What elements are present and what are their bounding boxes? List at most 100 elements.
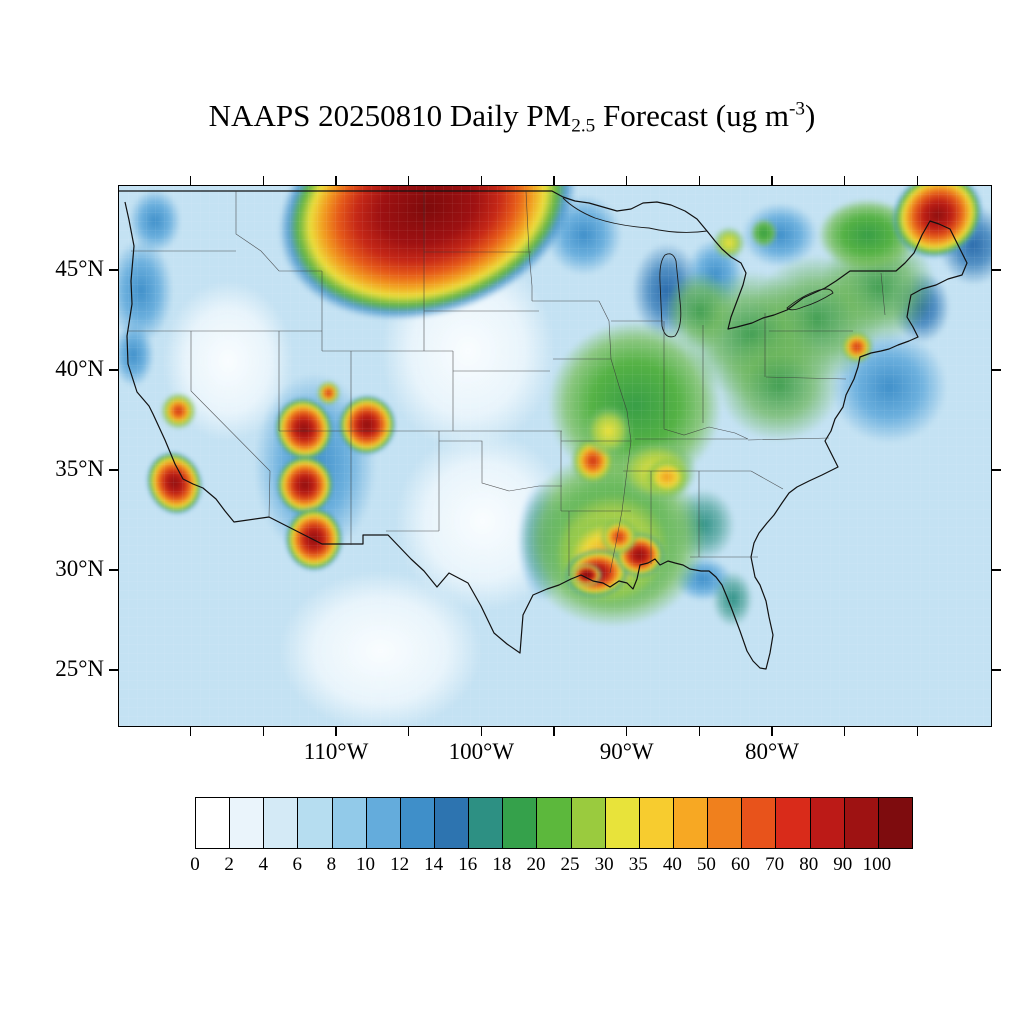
colorbar-cell-10 xyxy=(537,798,572,848)
heat-blob-norcal-coast-blue xyxy=(119,323,154,387)
lon-tick-top xyxy=(771,176,773,185)
title-subscript: 2.5 xyxy=(571,115,596,137)
colorbar-cell-7 xyxy=(434,798,470,848)
heat-blob-utah-small-spot xyxy=(316,381,340,405)
x-axis-label-80: 80°W xyxy=(745,739,799,764)
lon-tick-top xyxy=(843,176,846,185)
x-axis-label-110: 110°W xyxy=(303,739,369,764)
colorbar-label-80: 80 xyxy=(799,854,819,875)
colorbar-cell-11 xyxy=(571,798,606,848)
lat-tick-left xyxy=(109,369,118,371)
map-outline xyxy=(119,190,968,670)
y-axis-label-25: 25°N xyxy=(55,656,104,681)
lon-tick-bottom xyxy=(553,727,555,736)
heat-blob-n-ontario-spot xyxy=(751,219,778,247)
x-axis-label-90: 90°W xyxy=(599,739,654,764)
lat-tick-right xyxy=(992,369,1001,371)
lat-tick-left xyxy=(109,269,118,271)
y-axis-label-35: 35°N xyxy=(55,456,104,481)
colorbar-label-14: 14 xyxy=(424,854,444,875)
pixel-grid-overlay xyxy=(119,186,991,726)
page-title: NAAPS 20250810 Daily PM2.5 Forecast (ug … xyxy=(0,98,1024,137)
colorbar-cell-1 xyxy=(230,798,265,848)
lat-tick-left xyxy=(109,469,118,471)
heat-blob-michigan-green xyxy=(665,271,736,351)
title-mid: Forecast (ug m xyxy=(595,98,789,133)
lon-tick-bottom xyxy=(843,727,846,736)
lon-tick-bottom xyxy=(189,727,192,736)
y-axis-label-45: 45°N xyxy=(55,256,104,281)
colorbar-label-70: 70 xyxy=(765,854,785,875)
lon-tick-top xyxy=(553,176,555,185)
colorbar-cell-17 xyxy=(776,798,811,848)
heat-blob-appalachia-green xyxy=(717,329,840,441)
colorbar-label-30: 30 xyxy=(594,854,614,875)
lon-tick-top xyxy=(262,176,265,185)
colorbar-labels: 0 2 4 6 8 10 12 14 16 18 20 25 30 35 40 50 60 70 80 90 100 xyxy=(190,854,911,880)
colorbar-label-35: 35 xyxy=(628,854,648,875)
lon-tick-top xyxy=(407,176,410,185)
lon-tick-top xyxy=(916,176,919,185)
colorbar-label-90: 90 xyxy=(833,854,853,875)
heat-blob-ms-delta-orange xyxy=(600,519,638,555)
heat-blob-tennessee-orange xyxy=(643,457,691,497)
colorbar-label-8: 8 xyxy=(326,854,337,875)
lon-tick-bottom xyxy=(916,727,919,736)
heat-blob-s-ontario-spot xyxy=(713,227,746,259)
lon-tick-top xyxy=(189,176,192,185)
colorbar-cell-3 xyxy=(298,798,333,848)
colorbar-cell-20 xyxy=(878,798,912,848)
colorbar-label-20: 20 xyxy=(526,854,546,875)
lon-tick-top xyxy=(335,176,337,185)
colorbar-label-40: 40 xyxy=(662,854,682,875)
colorbar-cell-6 xyxy=(400,798,435,848)
colorbar-cell-4 xyxy=(332,798,367,848)
heat-blob-nyc-spot xyxy=(841,331,874,363)
lat-tick-left xyxy=(109,669,118,671)
colorbar-cell-16 xyxy=(742,798,777,848)
heat-blob-arizona-hotspot xyxy=(275,455,335,515)
colorbar-cell-5 xyxy=(366,798,401,848)
colorbar-label-50: 50 xyxy=(696,854,716,875)
colorbar-label-100: 100 xyxy=(862,854,892,875)
y-axis-label-30: 30°N xyxy=(55,556,104,581)
lon-tick-top xyxy=(480,176,483,185)
colorbar-label-0: 0 xyxy=(190,854,200,875)
colorbar-label-25: 25 xyxy=(560,854,580,875)
heat-blob-se-arizona-hotspot xyxy=(284,507,343,571)
map-plot xyxy=(118,185,992,727)
colorbar-label-60: 60 xyxy=(731,854,751,875)
lon-tick-bottom xyxy=(625,727,628,736)
lat-tick-right xyxy=(992,469,1001,471)
colorbar-cell-12 xyxy=(605,798,640,848)
colorbar-label-4: 4 xyxy=(258,854,268,875)
title-end: ) xyxy=(804,98,816,133)
colorbar-cell-8 xyxy=(469,798,504,848)
state-borders-path xyxy=(128,190,886,576)
lat-tick-right xyxy=(992,669,1001,671)
colorbar-label-18: 18 xyxy=(492,854,512,875)
lat-tick-right xyxy=(992,569,1001,571)
heat-blob-mexico-low xyxy=(278,571,483,726)
lon-tick-top xyxy=(625,176,628,185)
colorbar-cell-13 xyxy=(639,798,674,848)
lat-tick-left xyxy=(109,569,118,571)
colorbar-cell-2 xyxy=(264,798,299,848)
colorbar-cell-0 xyxy=(196,798,231,848)
lon-tick-bottom xyxy=(698,727,701,736)
lon-tick-bottom xyxy=(407,727,410,736)
x-axis-label-100: 100°W xyxy=(448,739,515,764)
colorbar-cell-9 xyxy=(503,798,538,848)
colorbar-label-10: 10 xyxy=(355,854,375,875)
title-superscript: -3 xyxy=(788,98,805,120)
heat-blob-sierra-spot xyxy=(161,393,197,429)
colorbar-label-2: 2 xyxy=(224,854,234,875)
great-lakes-path xyxy=(562,197,834,338)
heat-blob-missouri-yellow xyxy=(584,405,634,457)
colorbar xyxy=(195,797,913,849)
title-main: NAAPS 20250810 Daily PM xyxy=(208,98,572,133)
lon-tick-bottom xyxy=(480,727,483,736)
lat-tick-right xyxy=(992,269,1001,271)
coastline-path xyxy=(119,190,968,670)
